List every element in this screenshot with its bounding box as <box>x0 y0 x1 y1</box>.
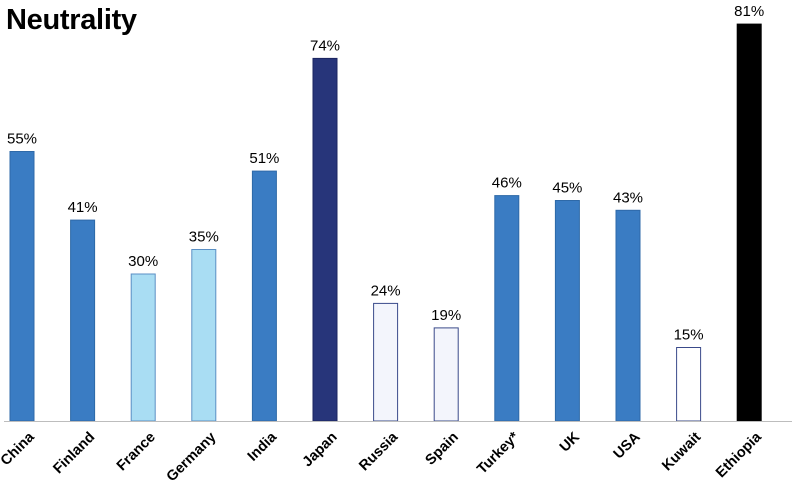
tick-labels-layer: China Finland France Germany India Japan Russi… <box>0 429 765 485</box>
value-label: 51% <box>249 150 279 167</box>
x-tick-label: USA <box>611 429 644 462</box>
x-tick-label: Finland <box>50 429 98 477</box>
bar-russia <box>373 302 399 422</box>
bar-india <box>251 170 277 422</box>
x-tick-label: India <box>245 429 281 465</box>
x-tick-label: Spain <box>423 429 462 468</box>
value-label: 19% <box>431 307 461 324</box>
bar-kuwait <box>676 347 702 422</box>
value-label: 30% <box>128 253 158 270</box>
bars-layer <box>9 23 762 422</box>
value-label: 45% <box>552 180 582 197</box>
value-label: 24% <box>371 282 401 299</box>
bar-japan <box>312 57 338 422</box>
x-tick-label: Russia <box>356 429 402 475</box>
bar-usa <box>615 209 641 422</box>
x-tick-label: Kuwait <box>659 429 704 474</box>
value-label: 41% <box>68 199 98 216</box>
value-label: 46% <box>492 175 522 192</box>
bar-ethiopia <box>736 23 762 422</box>
x-tick-label: Ethiopia <box>713 429 765 481</box>
bar-spain <box>433 327 459 422</box>
value-label: 43% <box>613 189 643 206</box>
x-tick-label: Japan <box>300 429 341 470</box>
value-label: 81% <box>734 3 764 20</box>
value-label: 55% <box>7 131 37 148</box>
bar-germany <box>191 249 217 422</box>
x-tick-label: UK <box>557 429 583 455</box>
x-tick-label: China <box>0 429 38 469</box>
bar-uk <box>554 200 580 422</box>
value-label: 15% <box>674 327 704 344</box>
x-tick-label: France <box>114 429 159 474</box>
bar-france <box>130 273 156 422</box>
bar-turkey <box>494 195 520 422</box>
value-labels-layer: 55% 41% 30% 35% 51% 74% 24% 19% 46% 45% 43% 15% 81% <box>7 3 764 343</box>
chart-title: Neutrality <box>6 4 137 36</box>
x-tick-label: Turkey* <box>474 429 522 477</box>
value-label: 74% <box>310 37 340 54</box>
value-label: 35% <box>189 229 219 246</box>
bar-finland <box>70 219 96 422</box>
x-tick-label: Germany <box>164 429 220 485</box>
bar-china <box>9 151 35 422</box>
